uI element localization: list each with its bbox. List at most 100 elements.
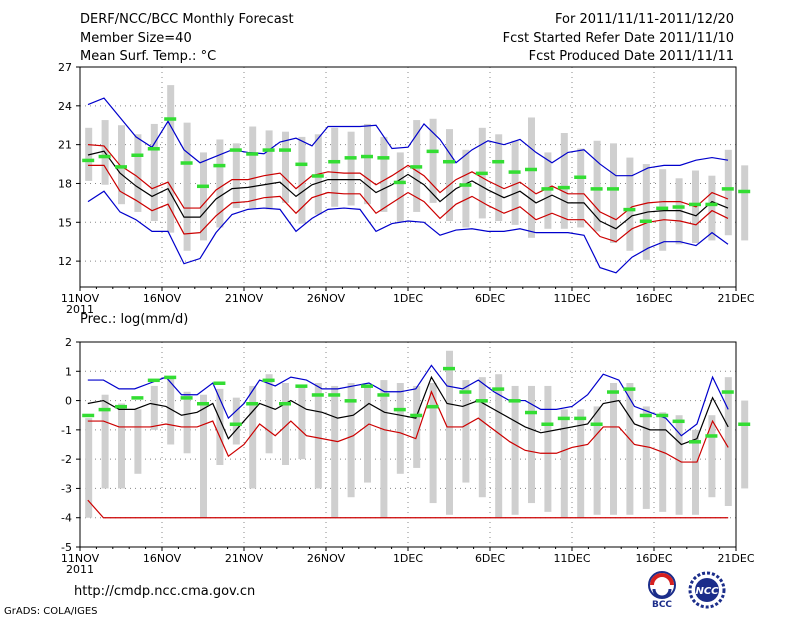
ensemble-box — [511, 385, 519, 515]
x-tick-sublabel: 2011 — [66, 563, 94, 576]
y-tick-label: 24 — [58, 100, 72, 113]
mode-marker — [361, 154, 373, 159]
ensemble-box — [495, 374, 503, 518]
ensemble-box — [659, 412, 667, 512]
mode-marker — [492, 387, 505, 391]
mode-marker — [508, 170, 521, 174]
precip-panel-title: Prec.: log(mm/d) — [80, 312, 188, 327]
mode-marker — [197, 184, 209, 189]
ensemble-box — [413, 385, 421, 468]
mode-marker — [639, 413, 652, 418]
x-tick-label: 1DEC — [393, 292, 423, 305]
mode-marker — [246, 152, 259, 156]
ensemble-box — [298, 136, 306, 224]
x-tick-label: 1DEC — [393, 552, 423, 565]
ensemble-box — [593, 140, 601, 232]
chart-title: DERF/NCC/BCC Monthly Forecast — [80, 12, 294, 27]
mode-marker — [377, 393, 390, 397]
ensemble-box — [511, 140, 519, 225]
ensemble-box — [560, 133, 568, 229]
ensemble-box — [610, 143, 617, 243]
mode-marker — [738, 422, 751, 426]
x-tick-label: 11NOV — [61, 552, 100, 565]
series-line-upper — [87, 144, 729, 221]
mode-marker — [213, 381, 226, 385]
ensemble-box — [249, 385, 257, 489]
ensemble-box — [675, 178, 683, 245]
variable-label: Mean Surf. Temp.: °C — [80, 49, 217, 64]
ensemble-box — [528, 385, 535, 504]
mode-marker — [475, 171, 488, 176]
y-tick-label: -3 — [61, 482, 72, 495]
ensemble-box — [446, 129, 453, 221]
ensemble-box — [347, 131, 355, 206]
y-tick-label: -4 — [61, 512, 72, 525]
ensemble-box — [249, 126, 257, 209]
ensemble-box — [167, 85, 175, 233]
ensemble-box — [560, 409, 568, 518]
mode-marker — [705, 202, 718, 207]
y-tick-label: 0 — [65, 395, 72, 408]
mode-marker — [689, 202, 701, 207]
series-line-min — [87, 190, 729, 274]
mode-marker — [574, 416, 587, 421]
mode-marker — [361, 384, 373, 388]
ensemble-box — [708, 415, 716, 498]
y-tick-label: 1 — [65, 365, 72, 378]
mode-marker — [541, 187, 554, 191]
ensemble-box — [331, 127, 339, 207]
mode-marker — [672, 419, 685, 424]
mode-marker — [279, 402, 291, 406]
source-url[interactable]: http://cmdp.ncc.cma.gov.cn — [74, 584, 256, 599]
ensemble-box — [495, 134, 503, 221]
ensemble-box — [183, 122, 191, 251]
mode-marker — [557, 185, 570, 190]
ncc-logo: NCC — [684, 570, 730, 614]
ensemble-box — [167, 377, 175, 445]
y-tick-label: -2 — [61, 453, 72, 466]
forecast-start-date: Fcst Started Refer Date 2011/11/10 — [502, 31, 734, 46]
ensemble-box — [282, 383, 289, 465]
x-tick-label: 6DEC — [475, 292, 505, 305]
ensemble-box — [364, 385, 371, 483]
bcc-logo: BCC — [640, 570, 684, 614]
mode-marker — [82, 158, 95, 163]
mode-marker — [525, 167, 537, 172]
mode-marker — [246, 402, 259, 406]
ensemble-box — [577, 148, 585, 228]
member-size: Member Size=40 — [80, 31, 192, 46]
mode-marker — [344, 156, 357, 160]
y-tick-label: 12 — [58, 255, 72, 268]
x-tick-label: 16NOV — [143, 292, 182, 305]
mode-marker — [639, 219, 652, 223]
mode-marker — [689, 440, 701, 444]
ensemble-box — [478, 377, 486, 498]
mode-marker — [82, 413, 95, 418]
y-tick-label: 21 — [58, 139, 72, 152]
x-tick-label: 11NOV — [61, 292, 100, 305]
mode-marker — [377, 156, 390, 160]
mode-marker — [328, 159, 341, 164]
x-tick-label: 11DEC — [553, 292, 590, 305]
ensemble-box — [298, 385, 306, 460]
mode-marker — [607, 390, 619, 394]
y-tick-label: -5 — [61, 541, 72, 554]
x-tick-label: 11DEC — [553, 552, 590, 565]
ensemble-box — [331, 385, 339, 518]
mode-marker — [98, 154, 111, 159]
ensemble-box — [134, 409, 142, 474]
ensemble-box — [118, 403, 125, 489]
ensemble-box — [282, 131, 289, 203]
series-line-max — [87, 97, 729, 177]
mode-marker — [574, 175, 587, 179]
mode-marker — [131, 153, 144, 157]
x-tick-label: 21DEC — [717, 292, 754, 305]
mode-marker — [590, 422, 603, 426]
y-tick-label: 2 — [65, 336, 72, 349]
mode-marker — [672, 205, 685, 209]
mode-marker — [311, 174, 324, 178]
mode-marker — [410, 413, 423, 418]
ensemble-box — [462, 380, 470, 483]
